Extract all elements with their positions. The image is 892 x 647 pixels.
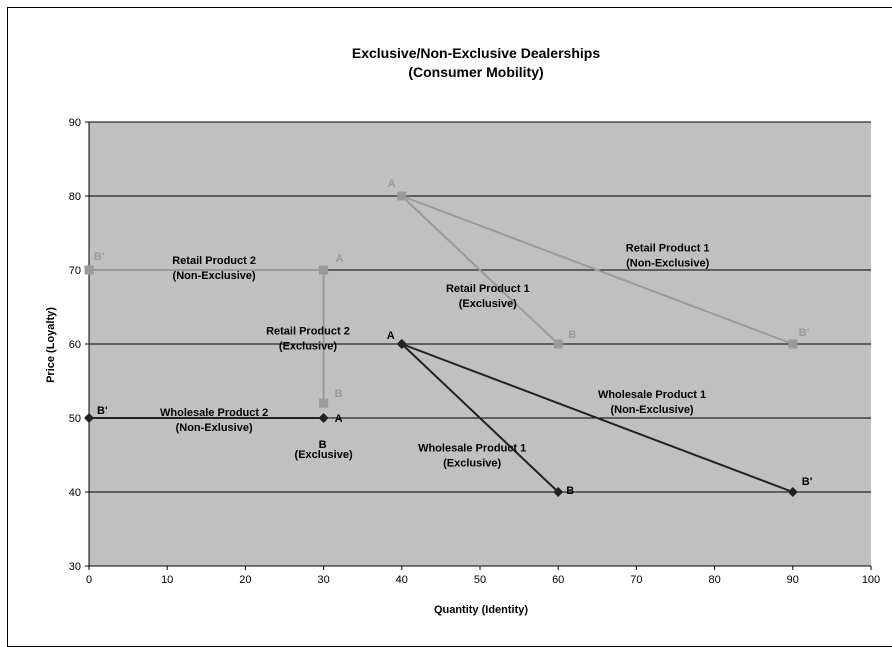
series-line-r1e (401, 195, 559, 345)
x-tick-label: 0 (86, 574, 92, 586)
series-layer (84, 191, 798, 497)
x-tick-label: 100 (862, 574, 880, 586)
annotation-label: (Non-Exlusive) (176, 422, 253, 434)
y-tick-label: 40 (69, 487, 81, 499)
annotation-label: Wholesale Product 1 (598, 389, 706, 401)
point-label: B' (799, 327, 810, 339)
point-label: B (566, 485, 574, 497)
label-layer: A B' B B' A B A B B' B' A B Retail Product 1 (Non-Exc… (94, 178, 813, 497)
x-tick-label: 60 (552, 574, 564, 586)
series-line-w1n (401, 343, 794, 493)
annotation-label: Retail Product 2 (266, 325, 350, 337)
y-tick-label: 50 (69, 413, 81, 425)
annotation-label: (Exclusive) (295, 449, 353, 461)
annotation-label: (Non-Exclusive) (173, 270, 256, 282)
annotation-label: (Exclusive) (459, 298, 517, 310)
y-tick-label: 80 (69, 191, 81, 203)
marker-diamond (318, 413, 329, 423)
marker-square (319, 265, 329, 275)
x-tick-label: 50 (474, 574, 486, 586)
x-axis-label: Quantity (Identity) (434, 604, 528, 616)
y-axis-label: Price (Loyalty) (45, 307, 57, 383)
annotation-label: Retail Product 2 (172, 255, 256, 267)
marker-square (319, 398, 329, 408)
point-label: B' (802, 476, 813, 488)
marker-square (397, 191, 407, 201)
x-tick-label: 30 (317, 574, 329, 586)
y-tick-label: 30 (69, 561, 81, 573)
series-line-r1n (401, 195, 794, 345)
annotation-label: (Exclusive) (279, 340, 337, 352)
marker-square (553, 339, 563, 349)
annotation-label: Wholesale Product 2 (160, 407, 268, 419)
marker-square (84, 265, 94, 275)
annotation-label: Wholesale Product 1 (418, 442, 526, 454)
point-label: A (387, 330, 395, 342)
series-line-w1e (401, 343, 559, 493)
point-label: B (568, 329, 576, 341)
x-tick-label: 90 (787, 574, 799, 586)
point-label: B (319, 439, 327, 451)
chart-subtitle: (Consumer Mobility) (408, 64, 543, 80)
chart-title: Exclusive/Non-Exclusive Dealerships (352, 45, 600, 61)
point-label: B (335, 388, 343, 400)
marker-square (788, 339, 798, 349)
y-tick-label: 60 (69, 339, 81, 351)
y-tick-label: 70 (69, 265, 81, 277)
point-label: A (388, 178, 396, 190)
point-label: A (335, 413, 343, 425)
annotation-label: (Non-Exclusive) (610, 404, 693, 416)
annotation-label: (Non-Exclusive) (626, 258, 709, 270)
axes: 30 40 50 60 70 80 90 0 10 20 30 40 50 60 70 80 90 100 (69, 117, 880, 586)
x-tick-label: 40 (396, 574, 408, 586)
x-tick-label: 10 (161, 574, 173, 586)
x-tick-label: 20 (239, 574, 251, 586)
annotation-label: Retail Product 1 (626, 243, 710, 255)
annotation-label: Retail Product 1 (446, 283, 530, 295)
marker-diamond (84, 413, 94, 423)
annotation-label: (Exclusive) (443, 457, 501, 469)
x-tick-label: 80 (708, 574, 720, 586)
point-label: B' (94, 251, 105, 263)
marker-diamond (553, 487, 564, 497)
point-label: A (336, 253, 344, 265)
y-tick-label: 90 (69, 117, 81, 129)
marker-diamond (787, 487, 798, 497)
marker-diamond (396, 339, 407, 349)
point-label: B' (97, 405, 108, 417)
x-tick-label: 70 (630, 574, 642, 586)
